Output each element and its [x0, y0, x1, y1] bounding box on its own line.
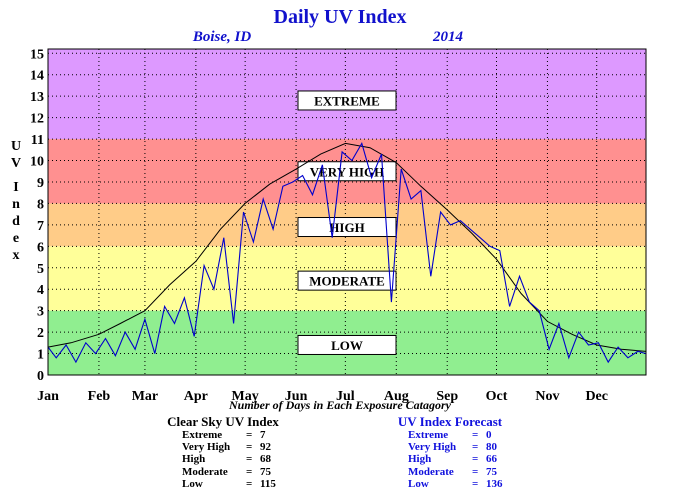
band-label-high: HIGH — [329, 220, 364, 235]
forecast-value-high: 66 — [486, 453, 497, 466]
forecast-stats: UV Index Forecast Extreme = 0 Very High = 80 H… — [386, 414, 514, 490]
y-tick-label-9: 9 — [37, 176, 44, 191]
clear-sky-row-moderate: Moderate = 75 — [158, 466, 288, 478]
series-line-forecast — [47, 142, 647, 364]
band-label-box-extreme — [297, 90, 397, 111]
y-tick-label-8: 8 — [37, 197, 44, 212]
x-tick-label-nov: Nov — [535, 389, 559, 404]
clear-sky-label-low: Low — [182, 477, 203, 490]
forecast-row-high: High = 66 — [386, 453, 514, 465]
forecast-label-very-high: Very High — [408, 441, 457, 454]
clear-sky-equals-low: = — [246, 477, 253, 490]
footer-note: Number of Days in Each Exposure Catagory — [228, 398, 452, 412]
forecast-value-moderate: 75 — [486, 465, 497, 478]
clear-sky-row-low: Low = 115 — [158, 478, 288, 490]
y-tick-label-6: 6 — [37, 240, 44, 255]
clear-sky-label-high: High — [182, 453, 206, 466]
y-tick-label-2: 2 — [37, 326, 44, 341]
forecast-row-extreme: Extreme = 0 — [386, 429, 514, 441]
y-tick-label-12: 12 — [30, 112, 44, 127]
forecast-value-very-high: 80 — [486, 441, 497, 454]
x-tick-label-sep: Sep — [436, 389, 458, 404]
clear-sky-value-extreme: 7 — [260, 429, 266, 441]
clear-sky-stats: Clear Sky UV Index Extreme = 7 Very High = 92… — [158, 414, 288, 490]
x-tick-label-jan: Jan — [37, 389, 59, 404]
band-label-very-high: VERY HIGH — [310, 164, 385, 179]
clear-sky-label-moderate: Moderate — [182, 465, 228, 478]
clear-sky-row-extreme: Extreme = 7 — [158, 429, 288, 441]
forecast-equals-high: = — [472, 453, 479, 466]
band-label-low: LOW — [331, 338, 363, 353]
band-label-extreme: EXTREME — [314, 93, 380, 108]
clear-sky-value-moderate: 75 — [260, 465, 271, 478]
y-tick-label-1: 1 — [37, 348, 44, 363]
forecast-equals-very-high: = — [472, 441, 479, 454]
y-tick-label-10: 10 — [30, 155, 44, 170]
y-tick-label-14: 14 — [30, 69, 44, 84]
series-lines — [47, 142, 647, 364]
y-tick-label-13: 13 — [30, 90, 44, 105]
clear-sky-row-very-high: Very High = 92 — [158, 441, 288, 453]
y-tick-label-3: 3 — [37, 305, 44, 320]
band-label-box-moderate — [297, 270, 397, 291]
band-label-box-high — [297, 217, 397, 238]
x-tick-label-feb: Feb — [88, 389, 111, 404]
forecast-equals-low: = — [472, 477, 479, 490]
forecast-value-extreme: 0 — [486, 429, 492, 441]
x-tick-label-aug: Aug — [384, 389, 409, 404]
series-line-clear-sky — [47, 142, 647, 352]
clear-sky-stats-header: Clear Sky UV Index — [167, 414, 279, 429]
chart-title: Daily UV Index — [274, 6, 407, 28]
y-tick-label-7: 7 — [37, 219, 44, 234]
x-tick-label-dec: Dec — [585, 389, 608, 404]
clear-sky-equals-extreme: = — [246, 429, 253, 441]
clear-sky-row-high: High = 68 — [158, 453, 288, 465]
forecast-row-very-high: Very High = 80 — [386, 441, 514, 453]
clear-sky-label-very-high: Very High — [182, 441, 231, 454]
forecast-label-high: High — [408, 453, 432, 466]
forecast-label-low: Low — [408, 477, 429, 490]
y-tick-label-4: 4 — [37, 283, 44, 298]
forecast-value-low: 136 — [486, 477, 503, 490]
band-label-box-low — [297, 334, 397, 355]
clear-sky-value-high: 68 — [260, 453, 271, 466]
clear-sky-equals-very-high: = — [246, 441, 253, 454]
y-tick-label-15: 15 — [30, 47, 44, 62]
clear-sky-value-low: 115 — [260, 477, 276, 490]
forecast-label-extreme: Extreme — [408, 429, 449, 441]
x-tick-label-mar: Mar — [132, 389, 158, 404]
band-label-moderate: MODERATE — [309, 274, 385, 289]
forecast-stats-header: UV Index Forecast — [397, 414, 503, 429]
forecast-row-low: Low = 136 — [386, 478, 514, 490]
clear-sky-equals-high: = — [246, 453, 253, 466]
forecast-label-moderate: Moderate — [408, 465, 454, 478]
chart-subtitle-year: 2014 — [432, 29, 464, 45]
x-tick-label-may: May — [232, 389, 259, 404]
x-tick-label-jun: Jun — [285, 389, 308, 404]
clear-sky-equals-moderate: = — [246, 465, 253, 478]
forecast-row-moderate: Moderate = 75 — [386, 466, 514, 478]
forecast-equals-moderate: = — [472, 465, 479, 478]
chart-subtitle-location: Boise, ID — [192, 29, 252, 45]
y-tick-label-5: 5 — [37, 262, 44, 277]
forecast-equals-extreme: = — [472, 429, 479, 441]
y-tick-label-11: 11 — [31, 133, 44, 148]
x-tick-labels: Jan Feb Mar Apr May Jun Jul Aug Sep Oct Nov Dec — [37, 389, 608, 404]
y-tick-label-0: 0 — [37, 369, 44, 384]
x-tick-label-jul: Jul — [336, 389, 355, 404]
clear-sky-label-extreme: Extreme — [182, 429, 223, 441]
clear-sky-value-very-high: 92 — [260, 441, 271, 454]
plot-frame — [47, 48, 647, 376]
x-tick-label-apr: Apr — [184, 389, 208, 404]
x-tick-label-oct: Oct — [486, 389, 508, 404]
